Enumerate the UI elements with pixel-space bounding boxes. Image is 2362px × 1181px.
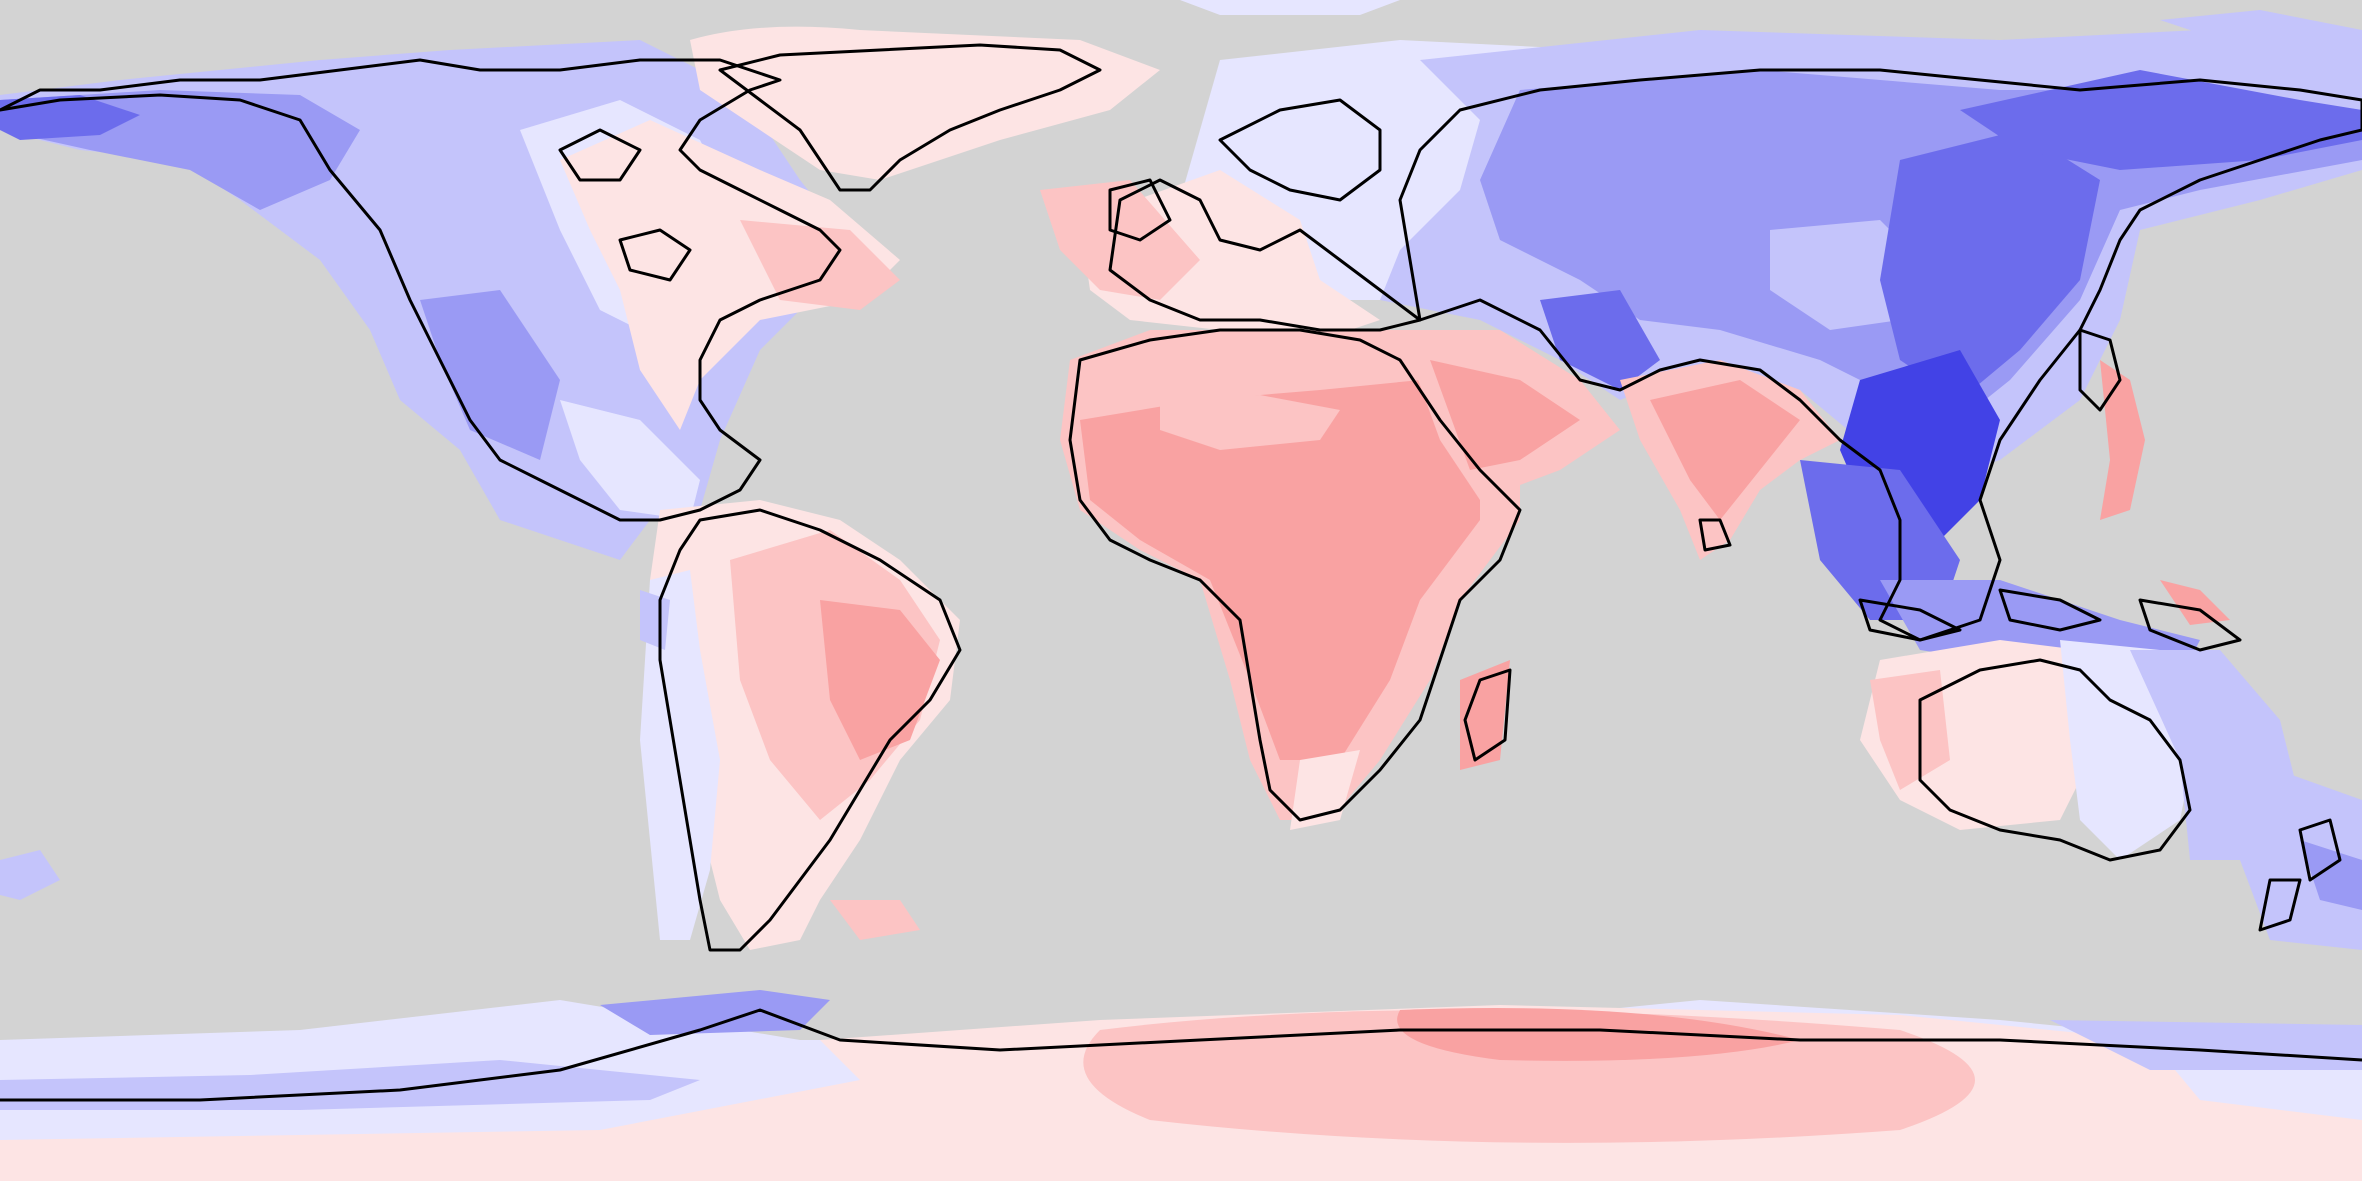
oceania-region bbox=[1860, 640, 2362, 950]
coastlines bbox=[0, 43, 2362, 1102]
asia-region bbox=[1380, 30, 2362, 680]
africa-region bbox=[1060, 330, 1620, 830]
south-america-region bbox=[640, 500, 960, 950]
north-america-region bbox=[0, 40, 900, 560]
antarctica-region bbox=[0, 990, 2362, 1181]
edge-patches bbox=[0, 0, 2362, 900]
